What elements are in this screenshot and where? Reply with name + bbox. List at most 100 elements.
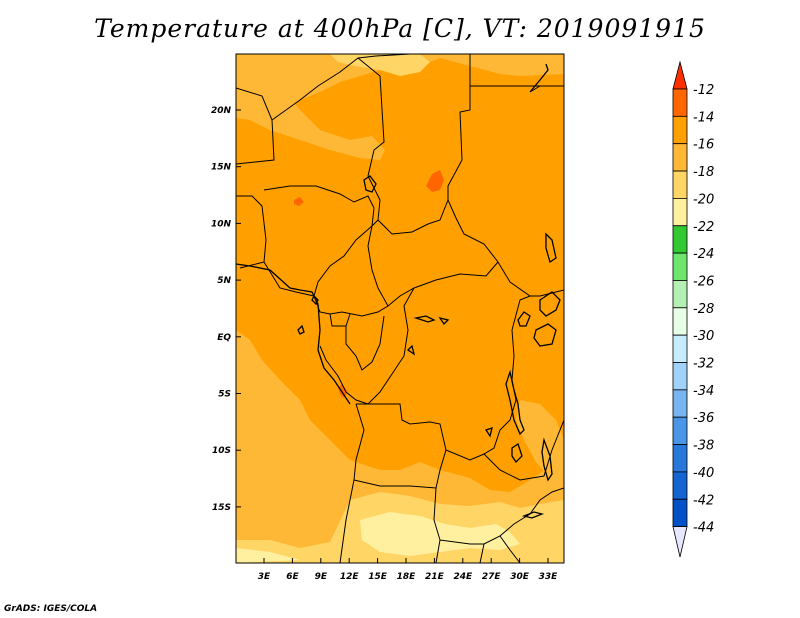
lake-albert (517, 311, 531, 327)
colorbar-swatch (672, 252, 688, 281)
field-north-light-band (236, 54, 564, 114)
lat-tick-label: 15N (211, 163, 232, 173)
lake-kariba (521, 511, 545, 519)
colorbar-swatch (672, 307, 688, 336)
lake-small-3 (406, 344, 493, 438)
lat-tick-label: EQ (217, 333, 231, 343)
country-borders (236, 54, 564, 563)
colorbar-swatch (672, 416, 688, 445)
lake-malawi (541, 437, 553, 482)
coastlines-lakes (236, 63, 561, 519)
lake-red-sea (529, 63, 549, 93)
colorbar-label: -30 (693, 329, 714, 344)
field-northeast-patch (470, 54, 564, 66)
longitude-axis: 3E 6E 9E 12E 15E 18E 21E 24E 27E 30E 33E (258, 558, 558, 582)
colorbar-label: -38 (693, 439, 714, 454)
lon-tick-label: 24E (453, 572, 473, 582)
colorbar-label: -44 (693, 521, 714, 536)
colorbar-legend: -12 -14 -16 -18 -20 -22 -24 -26 -28 -30 -32 -34 -36 -… (672, 60, 714, 558)
lon-tick-label: 18E (397, 572, 417, 582)
border-line (319, 287, 415, 405)
lon-tick-label: 9E (315, 572, 328, 582)
lon-tick-label: 6E (286, 572, 299, 582)
colorbar-swatch (672, 334, 688, 363)
colorbar-swatch (672, 498, 688, 528)
colorbar-swatch (672, 362, 688, 391)
field-south-coolest-band (236, 512, 520, 563)
lat-tick-label: 5S (218, 390, 231, 400)
lake-victoria (533, 323, 557, 347)
colorbar-swatch (672, 389, 688, 418)
border-line (313, 295, 389, 317)
colorbar-label: -14 (693, 110, 714, 125)
colorbar-label: -36 (693, 411, 714, 426)
lake-small-2 (297, 294, 319, 335)
lake-turkana (545, 232, 557, 264)
colorbar-label: -18 (693, 165, 714, 180)
colorbar-label: -42 (693, 493, 714, 508)
colorbar-label: -40 (693, 466, 714, 481)
field-warm-spot-nigeria (294, 197, 304, 206)
lon-tick-label: 30E (510, 572, 530, 582)
latitude-axis: 20N 15N 10N 5N EQ 5S 10S 15S (211, 106, 241, 513)
lon-tick-label: 3E (258, 572, 271, 582)
river-nile-wetland (539, 291, 561, 317)
colorbar-swatch (672, 471, 688, 500)
lon-tick-label: 33E (539, 572, 559, 582)
map-frame (235, 53, 565, 564)
lake-chad (363, 175, 377, 193)
colorbar-swatch (672, 225, 688, 254)
field-southwest-patch (236, 400, 356, 548)
border-line (353, 449, 447, 489)
border-line (263, 185, 375, 297)
colorbar-label: -22 (693, 220, 714, 235)
colorbar-label: -16 (693, 138, 714, 153)
grads-credit: GrADS: IGES/COLA (4, 604, 98, 614)
colorbar-swatch (672, 170, 688, 199)
colorbar-label: -26 (693, 274, 714, 289)
colorbar-swatch (672, 115, 688, 145)
lat-tick-label: 10N (211, 219, 232, 229)
border-line (367, 225, 499, 307)
border-line (483, 419, 564, 481)
lat-tick-label: 5N (217, 276, 231, 286)
lat-tick-label: 20N (211, 106, 232, 116)
temperature-field (236, 54, 564, 563)
colorbar-label: -34 (693, 384, 714, 399)
border-line (479, 535, 521, 563)
colorbar-label: -20 (693, 192, 714, 207)
lat-tick-label: 10S (212, 446, 231, 456)
lake-tanganyika (505, 369, 525, 436)
field-north-coolest-patch (330, 54, 430, 76)
lake-mweru (511, 442, 523, 464)
field-east-patch (516, 400, 564, 476)
colorbar-bottom-arrow (672, 526, 688, 558)
border-line (356, 295, 531, 461)
field-warm-spot-coast (338, 384, 348, 398)
lon-tick-label: 12E (340, 572, 360, 582)
lat-tick-label: 15S (212, 503, 231, 513)
colorbar-swatch (672, 280, 688, 309)
colorbar-swatch (672, 197, 688, 227)
border-line (339, 403, 365, 563)
border-line (329, 313, 385, 371)
border-line (236, 195, 267, 269)
lon-tick-label: 21E (425, 572, 445, 582)
coastline-west (236, 263, 351, 405)
colorbar-swatch (672, 444, 688, 473)
field-warm-spot-chad (426, 170, 444, 192)
lake-small-1 (413, 315, 450, 326)
border-line (433, 487, 564, 563)
colorbar-label: -32 (693, 357, 714, 372)
field-north-patch (236, 90, 385, 160)
colorbar-label: -28 (693, 302, 714, 317)
border-line (357, 54, 471, 200)
colorbar-swatch (672, 143, 688, 172)
colorbar-swatch (672, 88, 688, 117)
map-title: Temperature at 400hPa [C], VT: 201909191… (94, 14, 706, 43)
colorbar-label: -12 (693, 83, 714, 98)
colorbar-top-arrow (672, 60, 688, 90)
lon-tick-label: 15E (368, 572, 388, 582)
lon-tick-label: 27E (482, 572, 502, 582)
